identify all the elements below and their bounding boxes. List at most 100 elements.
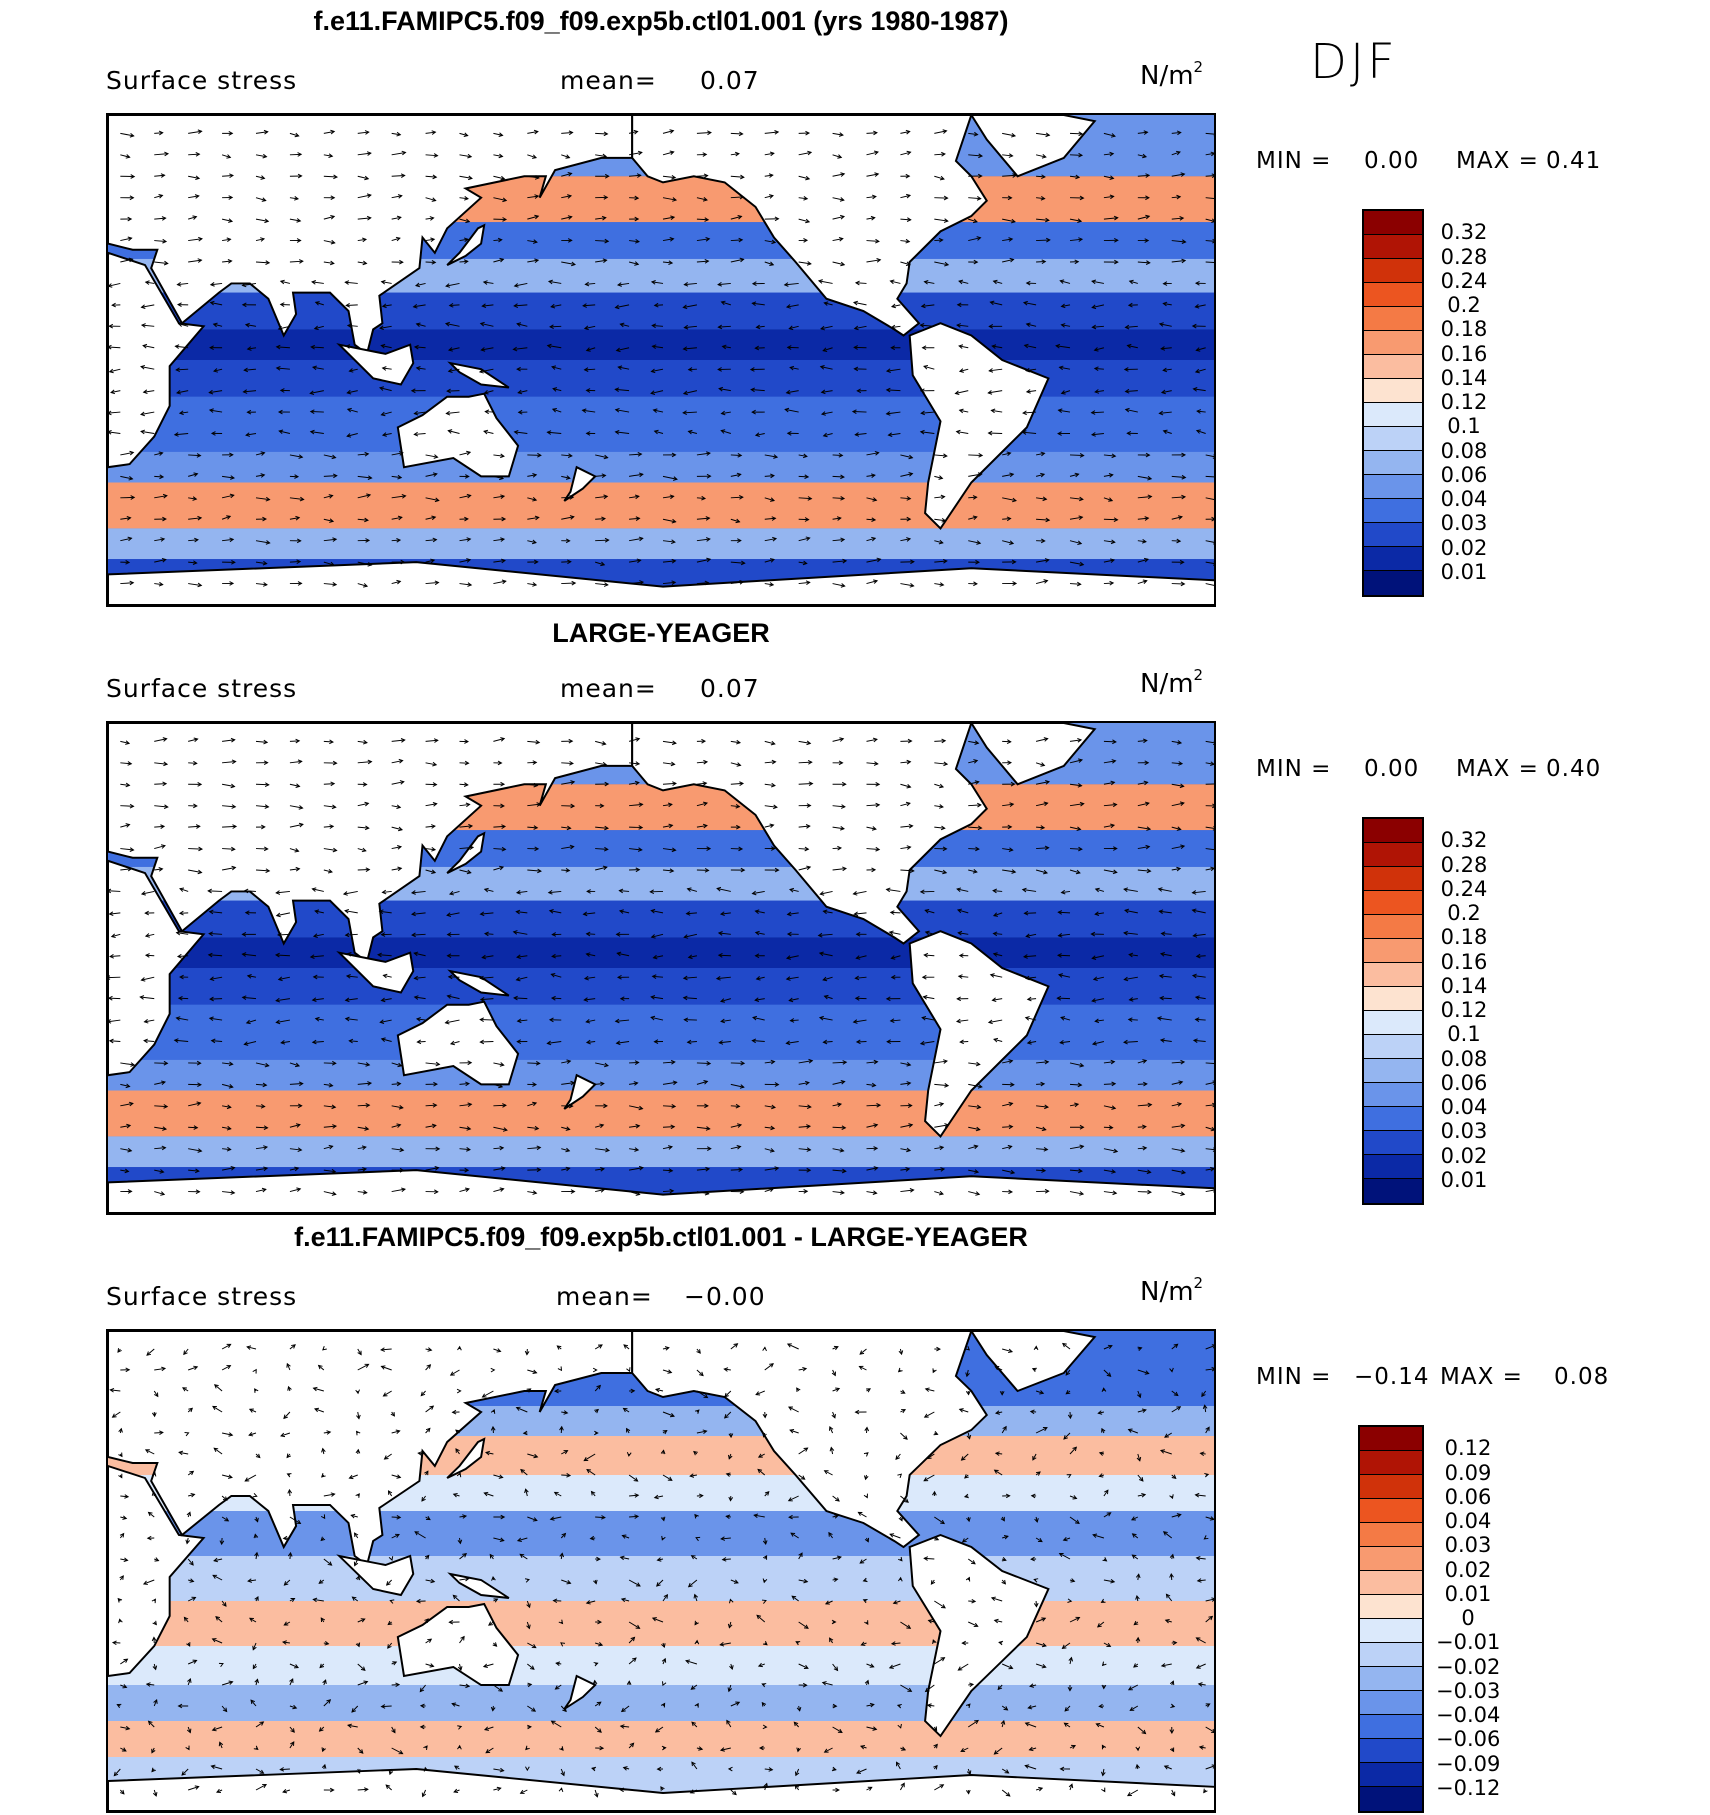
colorbar-tick-label: 0.14 (1440, 973, 1488, 998)
landmass (447, 361, 510, 389)
colorbar-swatch (1364, 475, 1422, 499)
colorbar-tick-label: −0.03 (1436, 1678, 1501, 1703)
landmass (108, 1768, 1214, 1811)
landmass (336, 951, 415, 994)
panel-3-min-value: −0.14 (1354, 1364, 1430, 1390)
stress-vectors (108, 737, 1214, 1196)
landmass (446, 831, 486, 874)
colorbar-swatch (1364, 1083, 1422, 1107)
panel-3-min-label: MIN = (1256, 1364, 1332, 1390)
colorbar-swatch (1364, 1179, 1422, 1203)
colorbar-swatch (1360, 1523, 1422, 1547)
colorbar-swatch (1360, 1547, 1422, 1571)
landmass (108, 115, 634, 356)
colorbar-tick-label: 0.01 (1440, 559, 1488, 584)
colorbar-tick-label: 0.24 (1440, 268, 1488, 293)
shading-band (108, 1721, 1214, 1757)
panel-2-min-value: 0.00 (1364, 756, 1420, 782)
colorbar-swatch (1364, 867, 1422, 891)
panel-2-title: LARGE-YEAGER (552, 618, 770, 648)
landmass (908, 1533, 1050, 1738)
colorbar-swatch (1364, 1035, 1422, 1059)
colorbar-tick-label: 0.16 (1440, 341, 1488, 366)
colorbar-swatch (1364, 235, 1422, 259)
colorbar-tick-label: 0.04 (1440, 1095, 1488, 1119)
panel-3-colorbar-ticks: 0.12 0.09 0.06 0.04 0.03 0.02 0.01 0 −0.01 −0.02−… (1436, 1425, 1500, 1813)
colorbar-tick-label: 0.06 (1440, 1070, 1488, 1095)
landmass (108, 1331, 634, 1567)
shading-band (108, 451, 1214, 483)
colorbar-swatch (1364, 403, 1422, 427)
colorbar-swatch (1364, 939, 1422, 963)
landmass (447, 1572, 510, 1599)
shading-band (108, 1685, 1214, 1721)
colorbar-swatch (1364, 451, 1422, 475)
landmass (631, 115, 989, 337)
landmass (446, 1437, 486, 1479)
colorbar-swatch (1360, 1787, 1422, 1811)
colorbar-swatch (1364, 523, 1422, 547)
shading-band (108, 528, 1214, 560)
landmass (970, 723, 1097, 786)
shading-band (108, 1004, 1214, 1060)
panel-3-title: f.e11.FAMIPC5.f09_f09.exp5b.ctl01.001 - … (294, 1222, 1028, 1252)
panel-1-title: f.e11.FAMIPC5.f09_f09.exp5b.ctl01.001 (y… (313, 6, 1009, 36)
panel-3-units: N/m2 (1140, 1274, 1204, 1307)
colorbar-tick-label: 0.04 (1440, 487, 1488, 511)
panel-2-units: N/m2 (1140, 666, 1204, 699)
colorbar-swatch (1364, 915, 1422, 939)
colorbar-swatch (1360, 1691, 1422, 1715)
landmass (336, 1554, 415, 1597)
colorbar-swatch (1364, 987, 1422, 1011)
colorbar-swatch (1364, 1107, 1422, 1131)
colorbar-tick-label: 0.32 (1440, 220, 1488, 245)
colorbar-tick-label: 0.12 (1440, 390, 1488, 414)
panel-1-min-value: 0.00 (1364, 148, 1420, 174)
colorbar-swatch (1360, 1499, 1422, 1523)
shading-band (108, 1090, 1214, 1137)
colorbar-swatch (1364, 1011, 1422, 1035)
landmass (108, 561, 1214, 605)
panel-1-variable-label: Surface stress (106, 66, 298, 95)
landmass (631, 723, 989, 945)
colorbar-swatch (1364, 379, 1422, 403)
landmass (396, 1000, 520, 1086)
colorbar-swatch (1360, 1595, 1422, 1619)
colorbar-tick-label: 0.32 (1440, 828, 1488, 853)
colorbar-swatch (1364, 1155, 1422, 1179)
landmass (108, 1169, 1214, 1213)
colorbar-tick-label: 0.16 (1440, 949, 1488, 974)
landmass (446, 223, 486, 266)
stress-vectors (108, 129, 1214, 588)
colorbar-tick-label: 0.06 (1444, 1484, 1492, 1509)
colorbar-swatch (1360, 1427, 1422, 1451)
colorbar-tick-label: −0.06 (1436, 1727, 1501, 1752)
landmass (631, 1331, 989, 1549)
colorbar-tick-label: 0.18 (1440, 925, 1488, 950)
landmass (970, 115, 1097, 178)
colorbar-swatch (1360, 1715, 1422, 1739)
panel-2-min-label: MIN = (1256, 756, 1332, 782)
panel-2-variable-label: Surface stress (106, 674, 298, 703)
panel-3-colorbar (1358, 1425, 1424, 1813)
colorbar-swatch (1360, 1667, 1422, 1691)
colorbar-tick-label: −0.04 (1436, 1703, 1501, 1727)
colorbar-tick-label: 0.1 (1447, 1022, 1481, 1047)
colorbar-tick-label: 0.03 (1444, 1533, 1492, 1558)
colorbar-swatch (1364, 355, 1422, 379)
shading-band (108, 1136, 1214, 1168)
colorbar-swatch (1364, 331, 1422, 355)
panel-3-mean-label: mean= (556, 1282, 653, 1311)
colorbar-swatch (1364, 307, 1422, 331)
colorbar-tick-label: 0.09 (1444, 1460, 1492, 1485)
colorbar-swatch (1360, 1571, 1422, 1595)
panel-2-map (106, 721, 1216, 1215)
colorbar-tick-label: 0.01 (1440, 1167, 1488, 1192)
landmass (108, 251, 206, 469)
panel-3-variable-label: Surface stress (106, 1282, 298, 1311)
colorbar-tick-label: 0.28 (1440, 244, 1488, 269)
colorbar-tick-label: 0.02 (1440, 1143, 1488, 1168)
colorbar-tick-label: 0.08 (1440, 1046, 1488, 1071)
colorbar-tick-label: 0.02 (1444, 1557, 1492, 1582)
colorbar-swatch (1364, 1059, 1422, 1083)
